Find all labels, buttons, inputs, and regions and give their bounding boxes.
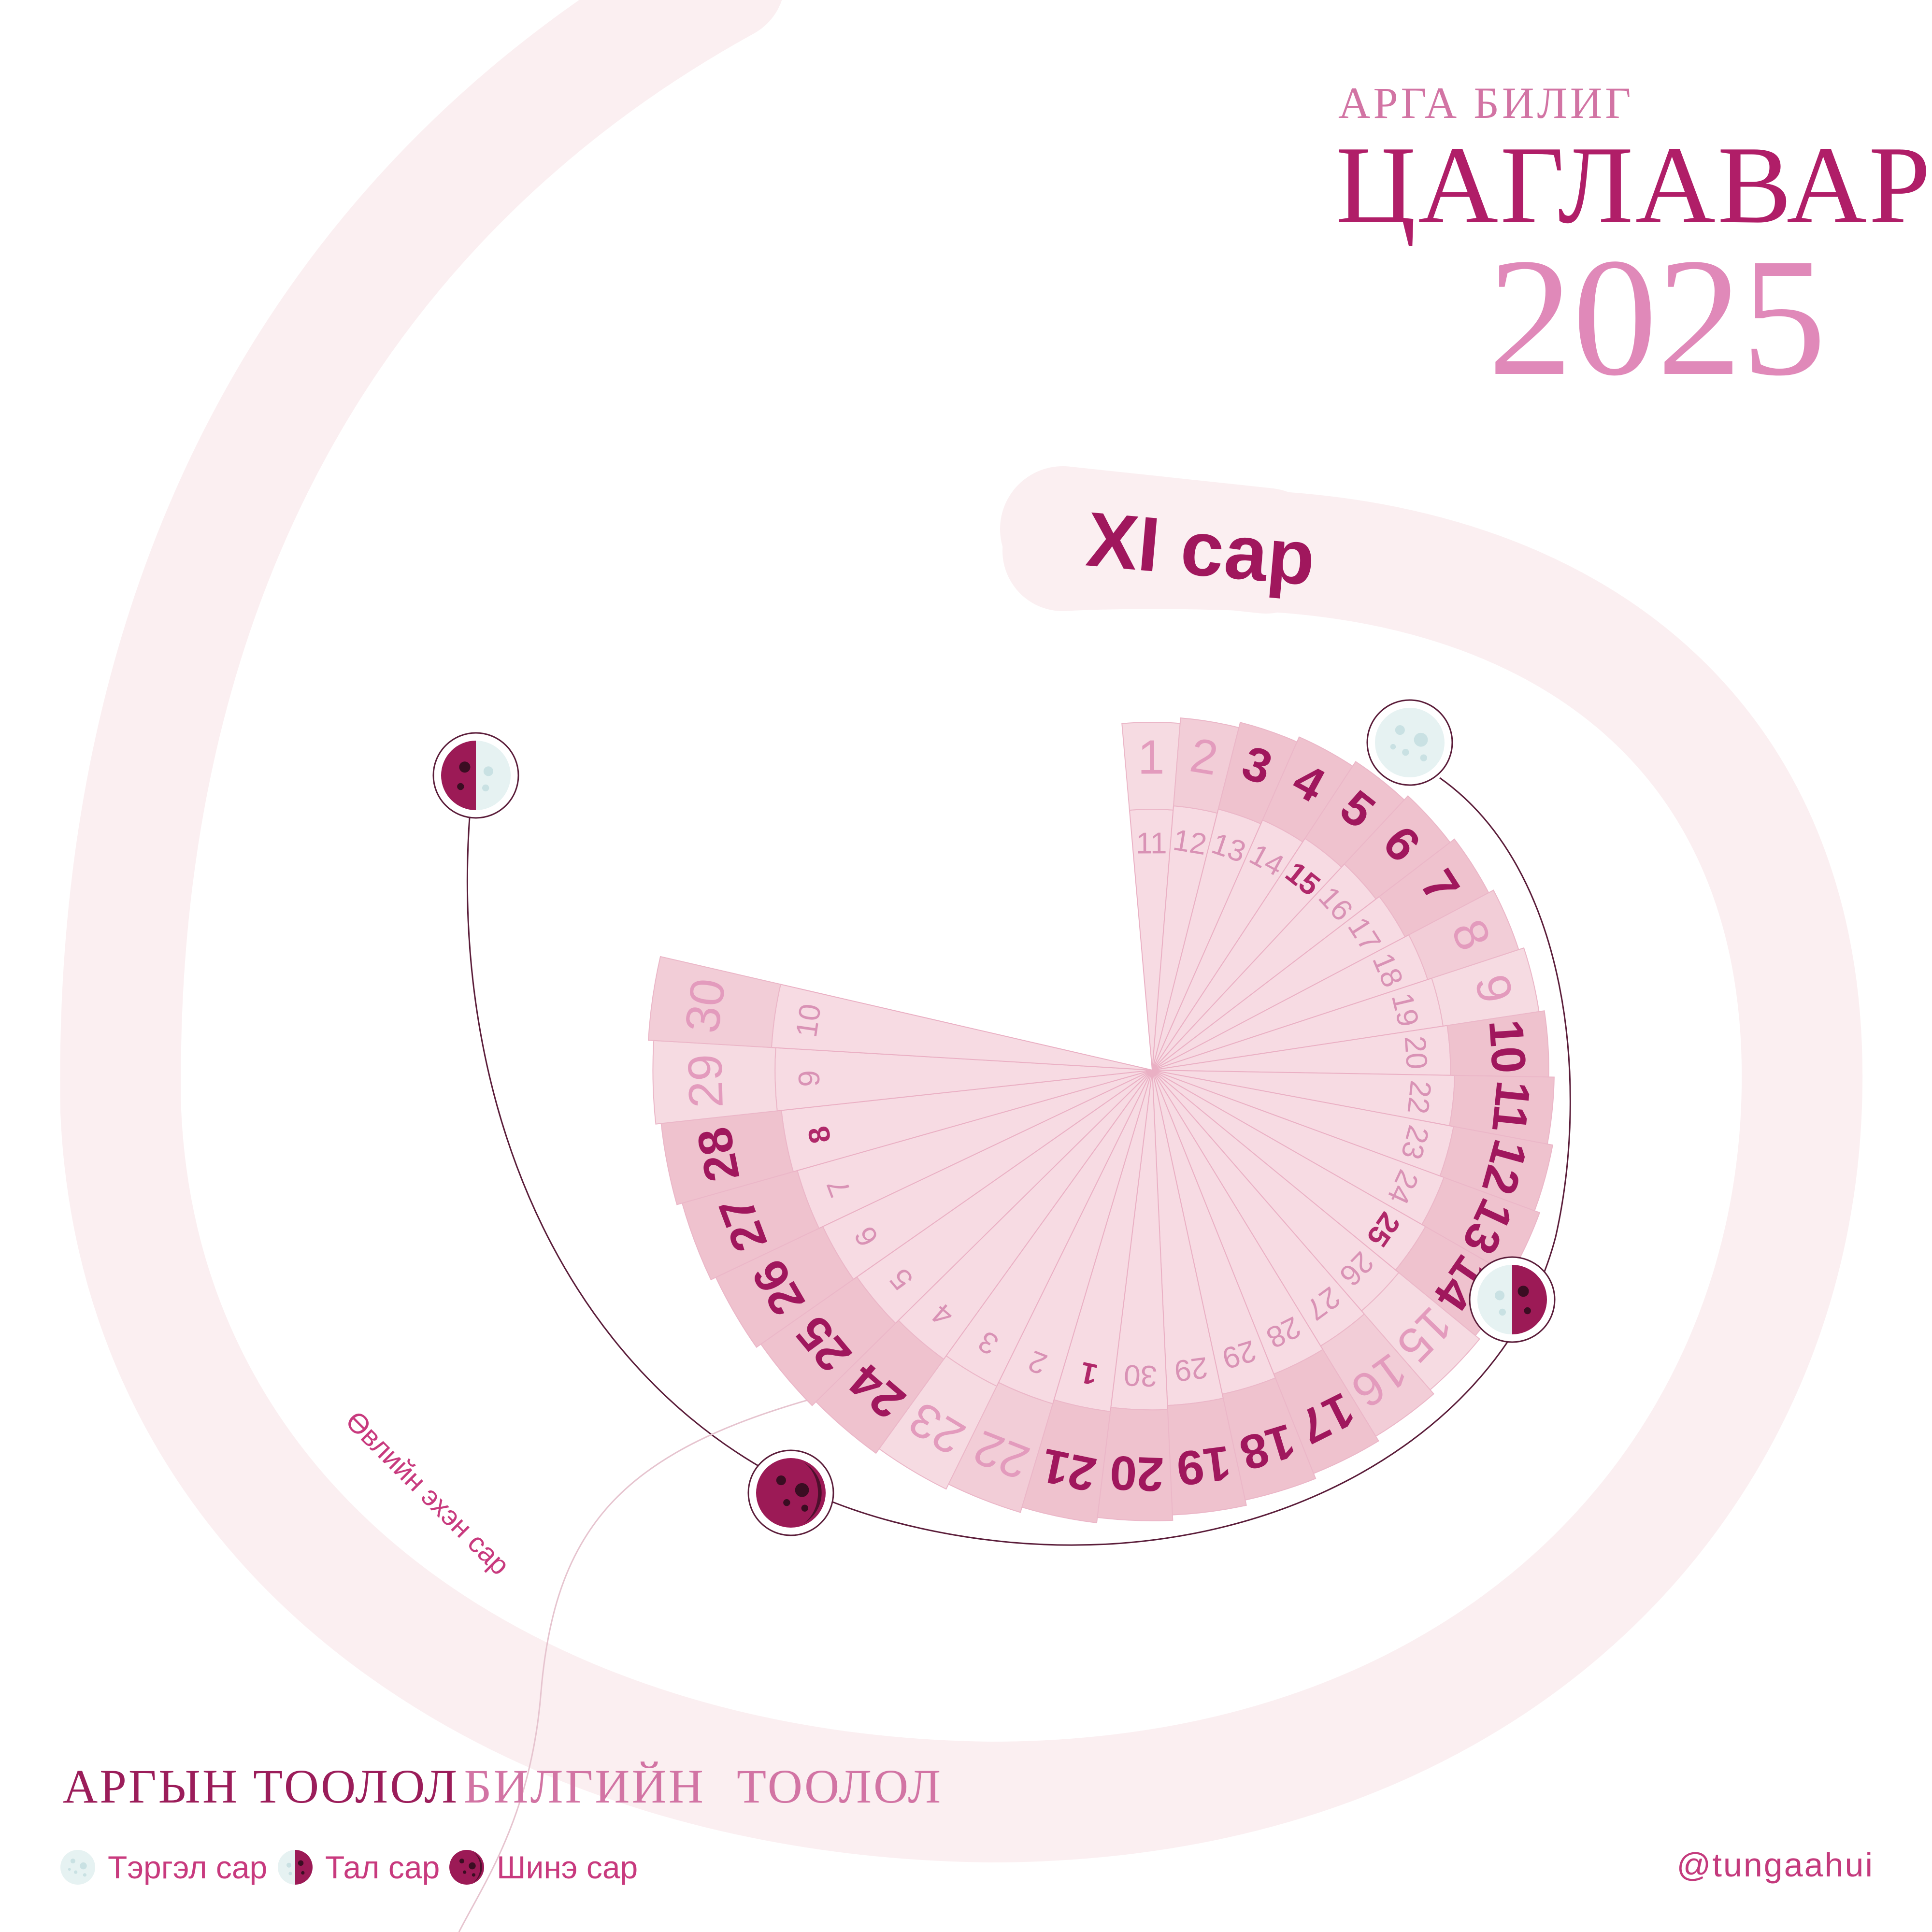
legend-new-moon: Шинэ сар bbox=[449, 1848, 638, 1887]
outer-day-number: 20 bbox=[1109, 1445, 1164, 1502]
author-handle[interactable]: @tungaahui bbox=[1676, 1846, 1874, 1884]
inner-day-number: 10 bbox=[790, 1002, 828, 1039]
app-subtitle: АРГА БИЛИГ bbox=[1338, 78, 1634, 128]
legend-full-moon: Тэргэл сар bbox=[60, 1848, 267, 1887]
bilig-toolol-label-2: ТООЛОЛ bbox=[737, 1760, 943, 1813]
outer-day-number: 19 bbox=[1174, 1435, 1234, 1496]
outer-day-number: 10 bbox=[1478, 1018, 1536, 1075]
inner-day-number: 12 bbox=[1171, 823, 1209, 861]
argyn-toolol-label: АРГЫН ТООЛОЛ bbox=[63, 1760, 459, 1813]
half-moon-icon bbox=[432, 732, 519, 819]
outer-day-number: 28 bbox=[687, 1123, 750, 1186]
fan-day-segment[interactable] bbox=[647, 956, 782, 1048]
year-label: 2025 bbox=[1488, 223, 1826, 411]
outer-day-number: 11 bbox=[1482, 1078, 1541, 1134]
legend-half-moon: Тал сар bbox=[278, 1848, 440, 1887]
legend-label: Тэргэл сар bbox=[108, 1849, 268, 1885]
moon-phase-markers bbox=[432, 699, 1556, 1536]
half-moon-icon bbox=[1469, 1256, 1556, 1343]
inner-day-number: 22 bbox=[1401, 1079, 1437, 1116]
half-moon-icon bbox=[278, 1850, 313, 1885]
inner-day-number: 9 bbox=[792, 1070, 826, 1087]
outer-day-number: 29 bbox=[678, 1054, 733, 1109]
bilig-toolol-label-1: БИЛГИЙН bbox=[464, 1760, 705, 1813]
outer-day-number: 21 bbox=[1037, 1438, 1101, 1502]
background-spiral bbox=[60, 0, 1863, 1863]
inner-day-number: 11 bbox=[1136, 827, 1167, 860]
full-moon-icon bbox=[60, 1850, 95, 1885]
legend-label: Шинэ сар bbox=[497, 1849, 638, 1885]
new-moon-icon bbox=[449, 1850, 484, 1885]
month-label[interactable]: XI сар bbox=[1083, 496, 1318, 602]
month-label-pill bbox=[1000, 466, 1329, 614]
full-moon-icon bbox=[1366, 699, 1453, 786]
connector-line bbox=[458, 1395, 822, 1932]
inner-day-number: 30 bbox=[1123, 1358, 1158, 1393]
outer-day-number: 30 bbox=[675, 975, 736, 1036]
app-title: ЦАГЛАВАР bbox=[1336, 123, 1932, 246]
outer-day-number: 1 bbox=[1138, 730, 1165, 784]
inner-day-number: 19 bbox=[1385, 990, 1425, 1030]
new-moon-icon bbox=[747, 1449, 834, 1536]
inner-day-number: 29 bbox=[1173, 1350, 1210, 1388]
inner-day-number: 20 bbox=[1398, 1035, 1433, 1070]
legend-label: Тал сар bbox=[325, 1849, 440, 1885]
moon-orbit bbox=[466, 775, 1571, 1546]
